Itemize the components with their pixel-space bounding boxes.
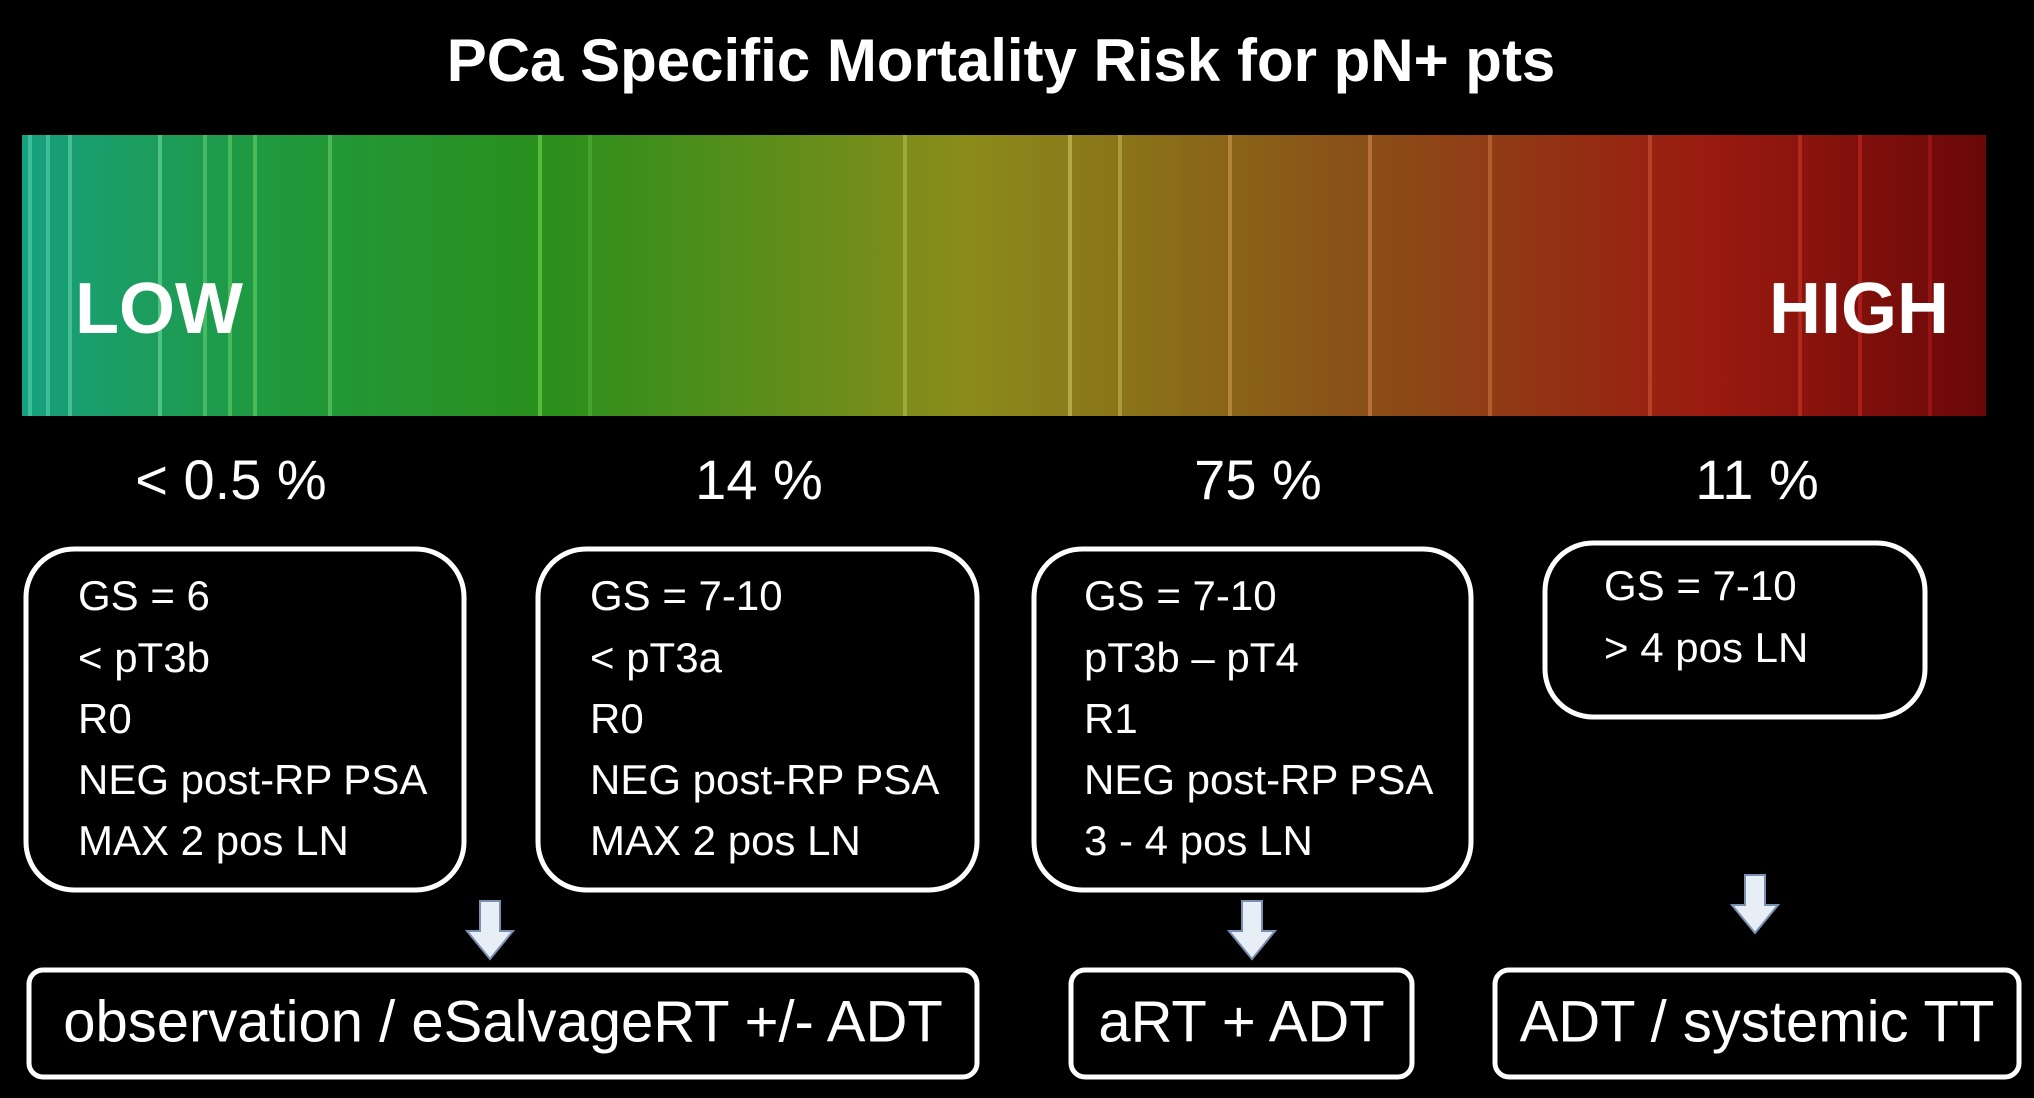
criteria-line: NEG post-RP PSA [590,756,939,803]
risk-value: 75 % [1194,448,1322,511]
scale-low: LOW [75,269,243,349]
treatment: ADT / systemic TT [1520,989,1995,1054]
criteria-box [535,546,980,893]
criteria-line: NEG post-RP PSA [78,756,427,803]
criteria-line: MAX 2 pos LN [590,817,861,864]
risk-value: < 0.5 % [135,448,326,511]
criteria-line: R1 [1084,695,1138,742]
criteria-box [1031,546,1474,893]
criteria-line: GS = 7-10 [1604,562,1797,609]
arrow [464,900,516,961]
criteria-line: GS = 7-10 [590,572,783,619]
criteria-line: GS = 6 [78,572,210,619]
criteria-line: < pT3a [590,634,723,681]
arrow [1226,900,1278,961]
criteria-line: R0 [78,695,132,742]
criteria-line: < pT3b [78,634,210,681]
risk-value: 11 % [1695,448,1818,511]
criteria-line: GS = 7-10 [1084,572,1277,619]
risk-gradient [22,135,1986,416]
arrow [1729,874,1781,935]
criteria-line: 3 - 4 pos LN [1084,817,1313,864]
criteria-line: NEG post-RP PSA [1084,756,1433,803]
criteria-box [1542,540,1928,720]
treatment-box [1492,967,2022,1080]
treatment: aRT + ADT [1098,989,1384,1054]
treatment: observation / eSalvageRT +/- ADT [63,989,943,1054]
criteria-box [23,546,467,893]
criteria-line: R0 [590,695,644,742]
treatment-box [1068,967,1415,1080]
criteria-line: MAX 2 pos LN [78,817,349,864]
scale-high: HIGH [1769,269,1949,349]
criteria-line: > 4 pos LN [1604,624,1808,671]
title: PCa Specific Mortality Risk for pN+ pts [447,27,1556,94]
criteria-line: pT3b – pT4 [1084,634,1299,681]
treatment-box [26,967,980,1080]
risk-value: 14 % [695,448,823,511]
gradient-stripes [28,135,1932,416]
